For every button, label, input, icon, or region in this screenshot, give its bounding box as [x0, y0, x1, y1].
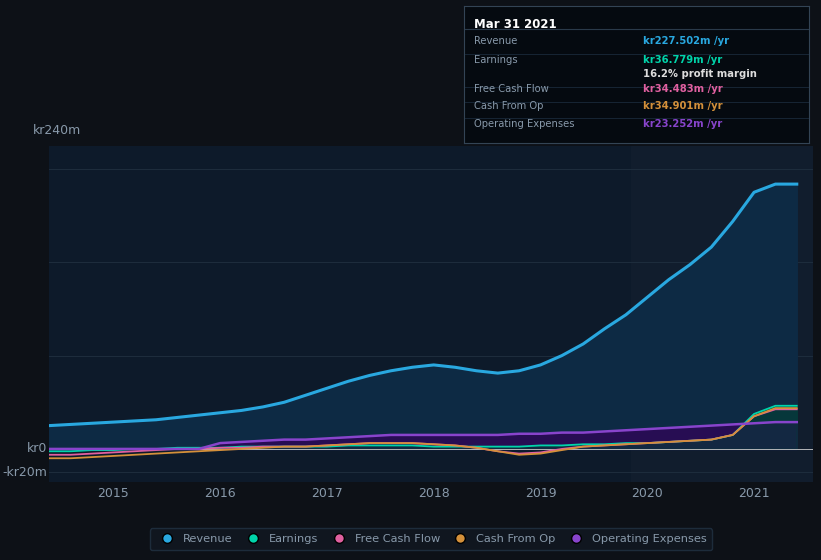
Text: kr34.901m /yr: kr34.901m /yr — [643, 101, 722, 111]
Text: kr23.252m /yr: kr23.252m /yr — [643, 119, 722, 129]
Text: kr34.483m /yr: kr34.483m /yr — [643, 85, 723, 94]
Text: kr0: kr0 — [26, 442, 47, 455]
Text: Free Cash Flow: Free Cash Flow — [475, 85, 549, 94]
Text: kr240m: kr240m — [33, 124, 81, 137]
Text: kr227.502m /yr: kr227.502m /yr — [643, 36, 729, 46]
Text: Cash From Op: Cash From Op — [475, 101, 544, 111]
Text: 16.2% profit margin: 16.2% profit margin — [643, 69, 757, 79]
Text: Mar 31 2021: Mar 31 2021 — [475, 18, 557, 31]
Text: -kr20m: -kr20m — [2, 466, 47, 479]
Text: kr36.779m /yr: kr36.779m /yr — [643, 55, 722, 66]
Text: Earnings: Earnings — [475, 55, 518, 66]
Text: Operating Expenses: Operating Expenses — [475, 119, 575, 129]
Bar — [631, 146, 813, 482]
Text: Revenue: Revenue — [475, 36, 517, 46]
Legend: Revenue, Earnings, Free Cash Flow, Cash From Op, Operating Expenses: Revenue, Earnings, Free Cash Flow, Cash … — [149, 529, 713, 550]
